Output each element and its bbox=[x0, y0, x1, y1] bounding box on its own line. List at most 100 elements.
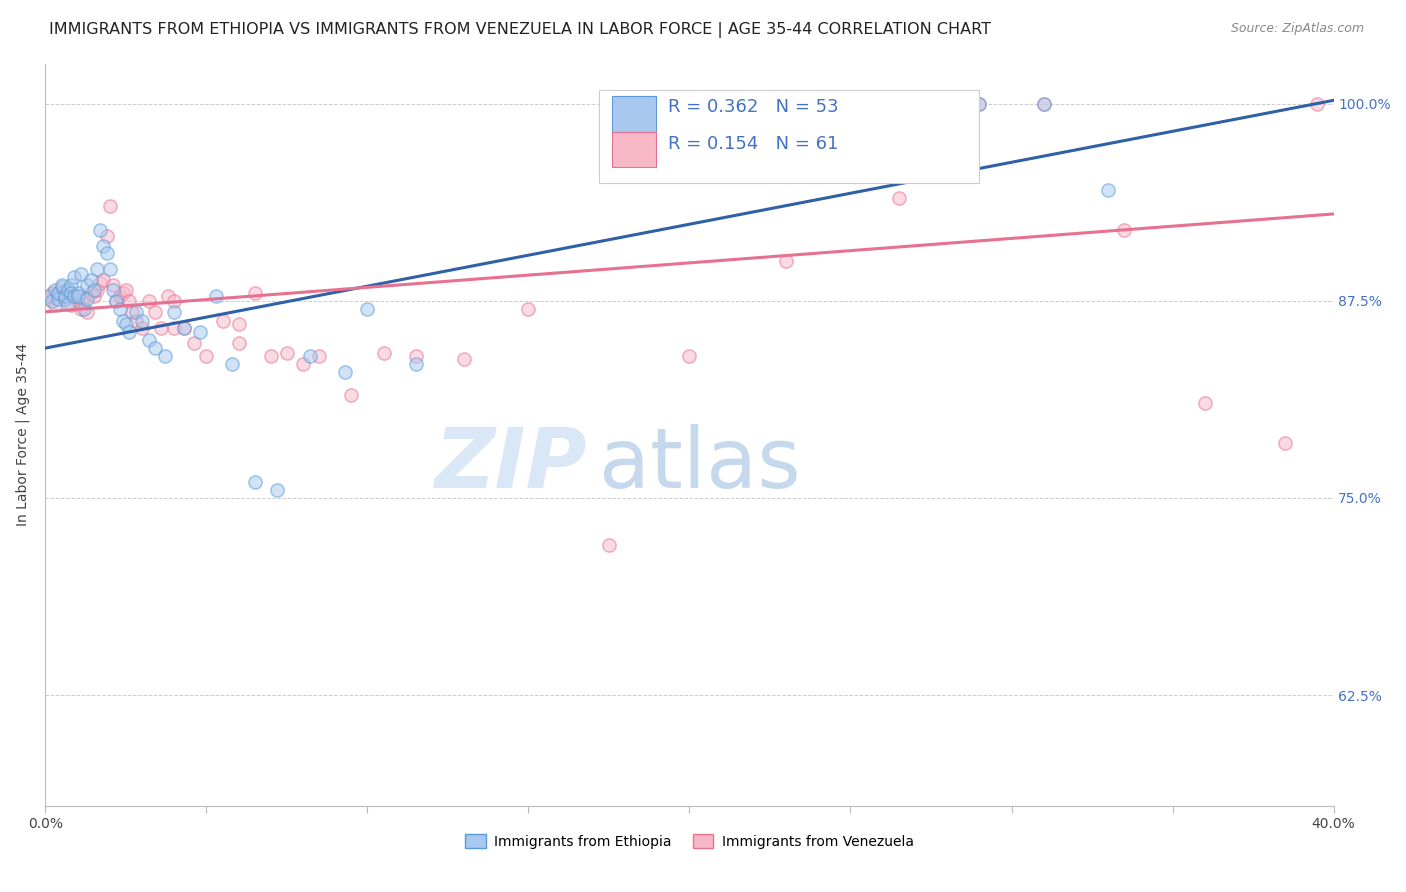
Point bbox=[111, 314, 134, 328]
Point bbox=[1032, 96, 1054, 111]
Point bbox=[108, 289, 131, 303]
Point bbox=[138, 333, 160, 347]
Text: IMMIGRANTS FROM ETHIOPIA VS IMMIGRANTS FROM VENEZUELA IN LABOR FORCE | AGE 35-44: IMMIGRANTS FROM ETHIOPIA VS IMMIGRANTS F… bbox=[49, 22, 991, 38]
Point bbox=[153, 349, 176, 363]
Point bbox=[44, 298, 66, 312]
Point bbox=[48, 285, 70, 300]
Point bbox=[53, 292, 76, 306]
Point bbox=[356, 301, 378, 316]
Point bbox=[105, 293, 128, 308]
Point bbox=[163, 320, 186, 334]
Point bbox=[156, 289, 179, 303]
Point bbox=[1097, 183, 1119, 197]
Point bbox=[51, 279, 73, 293]
Point bbox=[678, 349, 700, 363]
Point bbox=[1194, 396, 1216, 410]
Point bbox=[89, 223, 111, 237]
Point bbox=[340, 388, 363, 402]
Point bbox=[105, 293, 128, 308]
Point bbox=[76, 292, 98, 306]
Text: Source: ZipAtlas.com: Source: ZipAtlas.com bbox=[1230, 22, 1364, 36]
Point bbox=[221, 357, 243, 371]
Point bbox=[101, 283, 124, 297]
Point bbox=[150, 320, 173, 334]
Point bbox=[73, 292, 96, 306]
Point bbox=[53, 283, 76, 297]
Point bbox=[96, 246, 118, 260]
Point bbox=[163, 305, 186, 319]
Point bbox=[38, 292, 60, 306]
Point bbox=[118, 326, 141, 340]
Point bbox=[56, 297, 79, 311]
Point bbox=[89, 277, 111, 291]
Point bbox=[86, 283, 108, 297]
Point bbox=[101, 277, 124, 292]
Point bbox=[188, 326, 211, 340]
Point bbox=[775, 254, 797, 268]
Point bbox=[124, 314, 146, 328]
Point bbox=[405, 349, 427, 363]
Point bbox=[260, 349, 283, 363]
Point bbox=[173, 320, 195, 334]
Point bbox=[93, 238, 115, 252]
Point bbox=[131, 314, 153, 328]
Point bbox=[41, 285, 63, 300]
Point bbox=[111, 285, 134, 300]
Point bbox=[453, 352, 475, 367]
FancyBboxPatch shape bbox=[612, 131, 657, 167]
Point bbox=[83, 283, 105, 297]
Point bbox=[887, 191, 910, 205]
Point bbox=[96, 229, 118, 244]
Point bbox=[333, 365, 356, 379]
Point bbox=[1114, 223, 1136, 237]
Point bbox=[51, 277, 73, 292]
Point bbox=[373, 346, 395, 360]
Point bbox=[70, 267, 93, 281]
Point bbox=[1274, 435, 1296, 450]
Point bbox=[66, 285, 89, 300]
Point bbox=[76, 305, 98, 319]
Legend: Immigrants from Ethiopia, Immigrants from Venezuela: Immigrants from Ethiopia, Immigrants fro… bbox=[460, 829, 920, 855]
Point bbox=[60, 298, 83, 312]
Point bbox=[66, 289, 89, 303]
Point bbox=[98, 262, 121, 277]
Point bbox=[56, 283, 79, 297]
Point bbox=[143, 305, 166, 319]
Point bbox=[243, 285, 266, 300]
Point bbox=[93, 273, 115, 287]
Point bbox=[121, 305, 143, 319]
Point bbox=[60, 285, 83, 300]
Text: R = 0.362   N = 53: R = 0.362 N = 53 bbox=[668, 98, 838, 116]
Text: atlas: atlas bbox=[599, 424, 801, 505]
Point bbox=[131, 320, 153, 334]
Point bbox=[63, 270, 86, 285]
Point bbox=[298, 349, 321, 363]
Point bbox=[63, 289, 86, 303]
Point bbox=[115, 283, 138, 297]
Point bbox=[86, 262, 108, 277]
Point bbox=[266, 483, 288, 497]
Point bbox=[79, 273, 101, 287]
Text: R = 0.154   N = 61: R = 0.154 N = 61 bbox=[668, 136, 838, 153]
Point bbox=[60, 277, 83, 292]
Point bbox=[598, 538, 620, 552]
Point bbox=[211, 314, 233, 328]
Point bbox=[70, 301, 93, 316]
Point bbox=[108, 301, 131, 316]
Y-axis label: In Labor Force | Age 35-44: In Labor Force | Age 35-44 bbox=[15, 343, 30, 526]
Point bbox=[79, 285, 101, 300]
Point bbox=[98, 199, 121, 213]
Point bbox=[1032, 96, 1054, 111]
Point bbox=[124, 305, 146, 319]
Point bbox=[63, 289, 86, 303]
Point bbox=[228, 318, 250, 332]
Point bbox=[292, 357, 315, 371]
Point bbox=[56, 289, 79, 303]
Point bbox=[83, 289, 105, 303]
Point bbox=[205, 289, 228, 303]
Point bbox=[173, 320, 195, 334]
Point bbox=[276, 346, 298, 360]
FancyBboxPatch shape bbox=[612, 96, 657, 131]
Point bbox=[48, 292, 70, 306]
Point bbox=[405, 357, 427, 371]
